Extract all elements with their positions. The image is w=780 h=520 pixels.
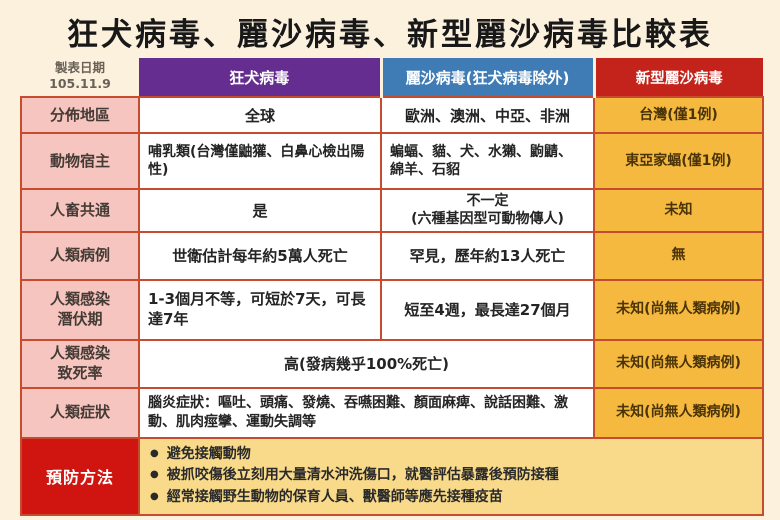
cell-incubation-novel: 未知(尚無人類病例): [593, 278, 764, 341]
date-stamp: 製表日期 105.11.9: [21, 58, 139, 97]
bullet-icon: ●: [150, 491, 159, 502]
table-row-fatality: 人類感染 致死率 高(發病幾乎100%死亡) 未知(尚無人類病例): [20, 338, 764, 389]
cell-prevention-content: ● 避免接觸動物 ● 被抓咬傷後立刻用大量清水沖洗傷口，就醫評估暴露後預防接種 …: [138, 436, 764, 516]
prevention-item: ● 被抓咬傷後立刻用大量清水沖洗傷口，就醫評估暴露後預防接種: [150, 465, 752, 487]
cell-cases-novel: 無: [593, 230, 764, 281]
row-label-incubation: 人類感染 潛伏期: [20, 278, 140, 341]
cell-hosts-rabies: 哺乳類(台灣僅鼬獾、白鼻心檢出陽性): [138, 132, 382, 191]
cell-cases-rabies: 世衛估計每年約5萬人死亡: [138, 230, 382, 281]
cell-fatality-novel: 未知(尚無人類病例): [593, 338, 764, 389]
prevention-item-text: 被抓咬傷後立刻用大量清水沖洗傷口，就醫評估暴露後預防接種: [166, 467, 559, 484]
row-label-human-cases: 人類病例: [20, 230, 140, 281]
row-label-symptoms: 人類症狀: [20, 386, 140, 439]
cell-incubation-lyssa: 短至4週，最長達27個月: [380, 278, 595, 341]
bullet-icon: ●: [150, 469, 159, 481]
cell-zoonotic-rabies: 是: [138, 188, 382, 233]
cell-distribution-lyssa: 歐洲、澳洲、中亞、非洲: [380, 96, 595, 135]
page-title: 狂犬病毒、麗沙病毒、新型麗沙病毒比較表: [67, 17, 713, 53]
date-label: 製表日期: [54, 60, 105, 75]
cell-zoonotic-novel: 未知: [593, 188, 764, 233]
prevention-item: ● 避免接觸動物: [150, 444, 752, 466]
row-label-zoonotic: 人畜共通: [20, 188, 140, 233]
cell-symptoms-novel: 未知(尚無人類病例): [593, 386, 764, 439]
table-row-distribution: 分佈地區 全球 歐洲、澳洲、中亞、非洲 台灣(僅1例): [20, 96, 764, 135]
row-label-hosts: 動物宿主: [20, 132, 140, 191]
comparison-table: 製表日期 105.11.9 狂犬病毒 麗沙病毒(狂犬病毒除外) 新型麗沙病毒 分…: [20, 58, 764, 516]
table-row-zoonotic: 人畜共通 是 不一定 (六種基因型可動物傳人) 未知: [20, 188, 764, 233]
table-header-row: 製表日期 105.11.9 狂犬病毒 麗沙病毒(狂犬病毒除外) 新型麗沙病毒: [21, 58, 763, 98]
table-row-prevention: 預防方法 ● 避免接觸動物 ● 被抓咬傷後立刻用大量清水沖洗傷口，就醫評估暴露後…: [20, 436, 764, 516]
column-header-lyssavirus: 麗沙病毒(狂犬病毒除外): [379, 58, 596, 98]
cell-distribution-rabies: 全球: [138, 96, 382, 135]
cell-symptoms-merged: 腦炎症狀：嘔吐、頭痛、發燒、吞嚥困難、顏面麻痺、說話困難、激動、肌肉痙攣、運動失…: [138, 386, 595, 439]
cell-hosts-lyssa: 蝙蝠、貓、犬、水獺、鼩鼱、綿羊、石貂: [380, 132, 595, 191]
date-value: 105.11.9: [49, 75, 111, 91]
prevention-item-text: 避免接觸動物: [166, 445, 251, 462]
row-label-prevention: 預防方法: [20, 436, 140, 516]
table-row-symptoms: 人類症狀 腦炎症狀：嘔吐、頭痛、發燒、吞嚥困難、顏面麻痺、說話困難、激動、肌肉痙…: [20, 386, 764, 439]
cell-distribution-novel: 台灣(僅1例): [593, 96, 764, 135]
table-row-hosts: 動物宿主 哺乳類(台灣僅鼬獾、白鼻心檢出陽性) 蝙蝠、貓、犬、水獺、鼩鼱、綿羊、…: [20, 132, 764, 191]
cell-fatality-merged: 高(發病幾乎100%死亡): [138, 338, 595, 389]
row-label-distribution: 分佈地區: [20, 96, 140, 135]
cell-incubation-rabies: 1-3個月不等，可短於7天，可長達7年: [138, 278, 382, 341]
cell-zoonotic-lyssa: 不一定 (六種基因型可動物傳人): [380, 188, 595, 233]
cell-hosts-novel: 東亞家蝠(僅1例): [593, 132, 764, 191]
bullet-icon: ●: [150, 447, 159, 459]
row-label-fatality: 人類感染 致死率: [20, 338, 140, 389]
prevention-item: ● 經常接觸野生動物的保育人員、獸醫師等應先接種疫苗: [150, 487, 752, 509]
table-row-incubation: 人類感染 潛伏期 1-3個月不等，可短於7天，可長達7年 短至4週，最長達27個…: [20, 278, 764, 341]
column-header-novel-lyssavirus: 新型麗沙病毒: [592, 58, 763, 98]
table-row-human-cases: 人類病例 世衛估計每年約5萬人死亡 罕見，歷年約13人死亡 無: [20, 230, 764, 281]
cell-cases-lyssa: 罕見，歷年約13人死亡: [380, 230, 595, 281]
prevention-item-text: 經常接觸野生動物的保育人員、獸醫師等應先接種疫苗: [166, 489, 503, 505]
column-header-rabies: 狂犬病毒: [139, 58, 383, 98]
